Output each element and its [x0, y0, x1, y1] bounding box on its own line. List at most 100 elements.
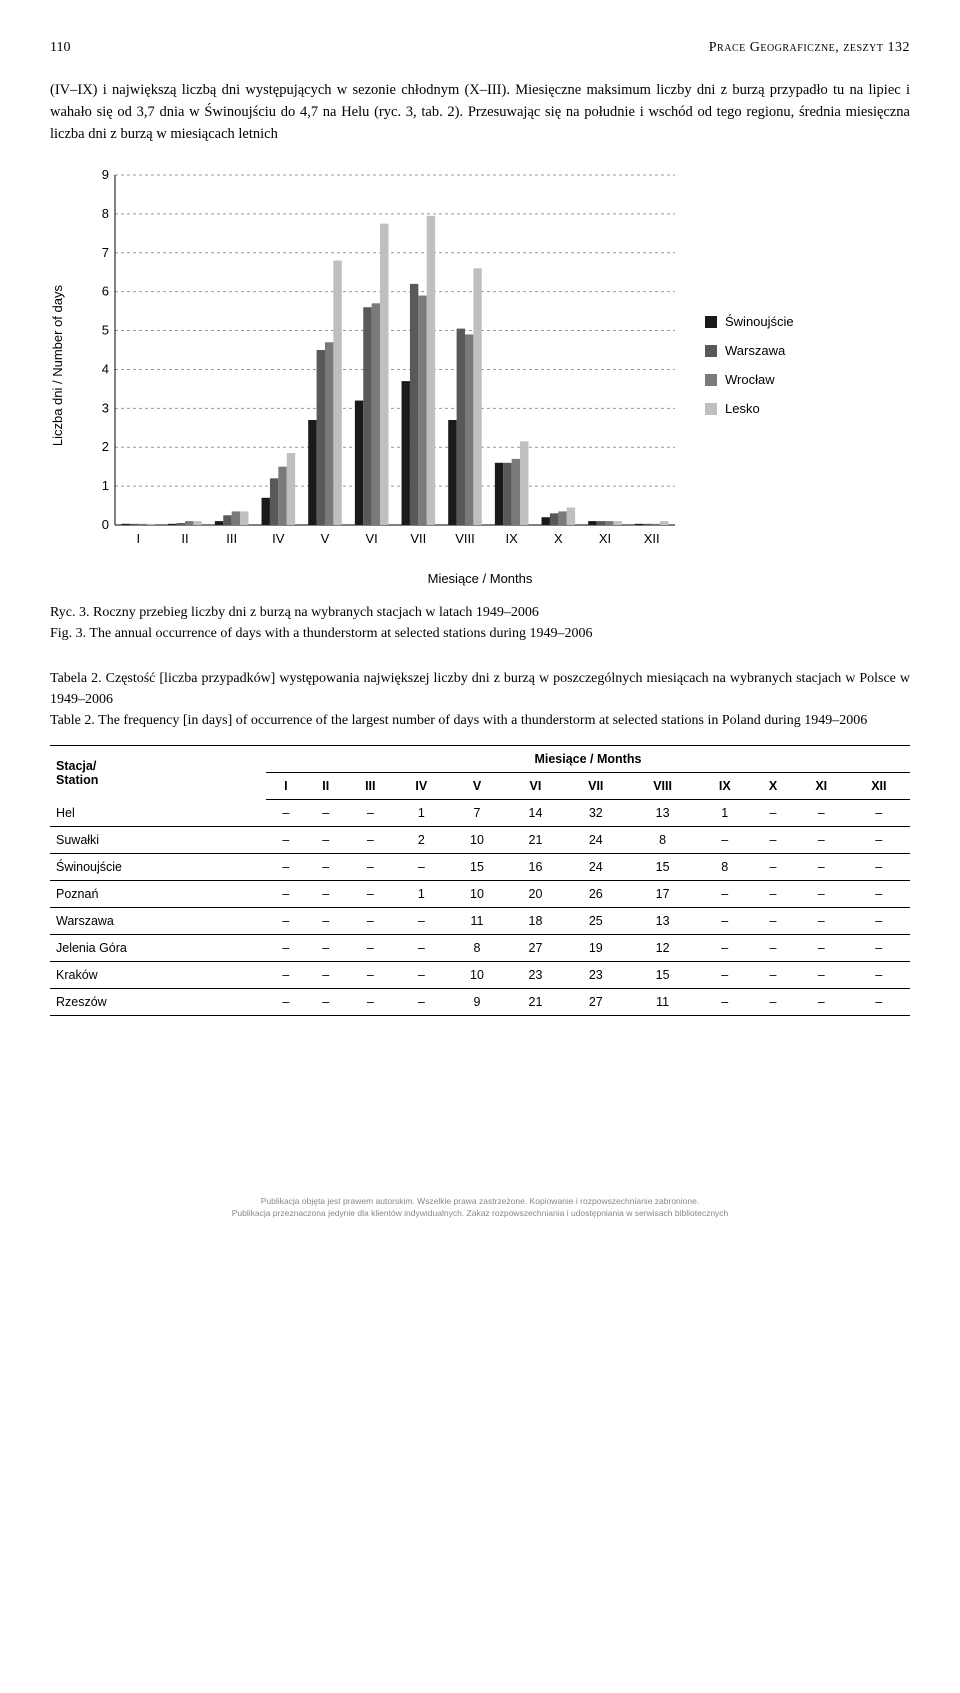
legend-swatch — [705, 374, 717, 386]
value-cell: – — [395, 989, 448, 1016]
value-cell: – — [266, 989, 306, 1016]
legend-item: Świnoujście — [705, 314, 794, 329]
value-cell: – — [346, 881, 395, 908]
month-col-header: IV — [395, 773, 448, 800]
value-cell: – — [306, 962, 346, 989]
value-cell: – — [848, 908, 910, 935]
value-cell: – — [848, 989, 910, 1016]
value-cell: – — [306, 908, 346, 935]
table-row: Jelenia Góra––––8271912–––– — [50, 935, 910, 962]
month-col-header: XI — [795, 773, 848, 800]
value-cell: – — [395, 935, 448, 962]
value-cell: – — [751, 854, 795, 881]
svg-text:III: III — [226, 531, 237, 546]
month-col-header: X — [751, 773, 795, 800]
figure-caption: Ryc. 3. Roczny przebieg liczby dni z bur… — [50, 602, 910, 644]
value-cell: – — [306, 989, 346, 1016]
value-cell: 12 — [627, 935, 698, 962]
value-cell: – — [698, 962, 751, 989]
footer-line-2: Publikacja przeznaczona jedynie dla klie… — [232, 1208, 729, 1218]
value-cell: 32 — [565, 800, 627, 827]
data-table: Stacja/StationMiesiące / MonthsIIIIIIIVV… — [50, 745, 910, 1016]
svg-text:V: V — [321, 531, 330, 546]
page-number: 110 — [50, 40, 70, 56]
value-cell: 10 — [448, 962, 506, 989]
value-cell: 26 — [565, 881, 627, 908]
station-header: Stacja/Station — [50, 746, 266, 800]
value-cell: – — [346, 935, 395, 962]
value-cell: – — [346, 908, 395, 935]
svg-text:XII: XII — [644, 531, 660, 546]
svg-text:0: 0 — [102, 517, 109, 532]
month-col-header: XII — [848, 773, 910, 800]
value-cell: – — [346, 854, 395, 881]
svg-text:VIII: VIII — [455, 531, 475, 546]
value-cell: – — [346, 827, 395, 854]
value-cell: – — [848, 854, 910, 881]
table-row: Suwałki–––21021248–––– — [50, 827, 910, 854]
value-cell: – — [698, 827, 751, 854]
month-col-header: I — [266, 773, 306, 800]
station-cell: Warszawa — [50, 908, 266, 935]
legend-item: Wrocław — [705, 372, 794, 387]
value-cell: – — [848, 881, 910, 908]
station-cell: Kraków — [50, 962, 266, 989]
value-cell: 21 — [506, 827, 564, 854]
table-row: Warszawa––––11182513–––– — [50, 908, 910, 935]
value-cell: 13 — [627, 908, 698, 935]
value-cell: 23 — [506, 962, 564, 989]
value-cell: – — [795, 962, 848, 989]
value-cell: 1 — [395, 800, 448, 827]
svg-text:8: 8 — [102, 206, 109, 221]
month-col-header: III — [346, 773, 395, 800]
footer-line-1: Publikacja objęta jest prawem autorskim.… — [261, 1196, 699, 1206]
value-cell: 9 — [448, 989, 506, 1016]
value-cell: 10 — [448, 881, 506, 908]
table-row: Świnoujście––––151624158––– — [50, 854, 910, 881]
value-cell: – — [848, 935, 910, 962]
value-cell: – — [751, 935, 795, 962]
value-cell: – — [266, 962, 306, 989]
value-cell: – — [751, 800, 795, 827]
value-cell: 11 — [627, 989, 698, 1016]
month-col-header: V — [448, 773, 506, 800]
value-cell: 21 — [506, 989, 564, 1016]
value-cell: 14 — [506, 800, 564, 827]
value-cell: – — [751, 908, 795, 935]
value-cell: – — [751, 881, 795, 908]
value-cell: – — [795, 989, 848, 1016]
figure-caption-en: Fig. 3. The annual occurrence of days wi… — [50, 626, 593, 641]
value-cell: 20 — [506, 881, 564, 908]
legend-swatch — [705, 316, 717, 328]
value-cell: – — [346, 989, 395, 1016]
value-cell: – — [266, 854, 306, 881]
value-cell: – — [346, 962, 395, 989]
value-cell: – — [306, 935, 346, 962]
value-cell: – — [795, 908, 848, 935]
value-cell: – — [795, 935, 848, 962]
svg-text:5: 5 — [102, 323, 109, 338]
svg-text:I: I — [137, 531, 141, 546]
value-cell: – — [751, 989, 795, 1016]
value-cell: – — [751, 827, 795, 854]
running-title: Prace Geograficzne, zeszyt 132 — [709, 40, 910, 56]
value-cell: – — [346, 800, 395, 827]
value-cell: – — [395, 908, 448, 935]
svg-text:X: X — [554, 531, 563, 546]
value-cell: – — [848, 962, 910, 989]
value-cell: – — [306, 854, 346, 881]
value-cell: 27 — [506, 935, 564, 962]
value-cell: – — [306, 827, 346, 854]
svg-text:1: 1 — [102, 478, 109, 493]
running-header: 110 Prace Geograficzne, zeszyt 132 — [50, 40, 910, 56]
svg-text:3: 3 — [102, 401, 109, 416]
svg-text:IV: IV — [272, 531, 285, 546]
value-cell: – — [395, 962, 448, 989]
table-caption-en: Table 2. The frequency [in days] of occu… — [50, 713, 867, 728]
chart-legend: ŚwinoujścieWarszawaWrocławLesko — [705, 314, 794, 416]
legend-item: Warszawa — [705, 343, 794, 358]
station-cell: Suwałki — [50, 827, 266, 854]
legend-swatch — [705, 403, 717, 415]
value-cell: 15 — [627, 962, 698, 989]
value-cell: 7 — [448, 800, 506, 827]
